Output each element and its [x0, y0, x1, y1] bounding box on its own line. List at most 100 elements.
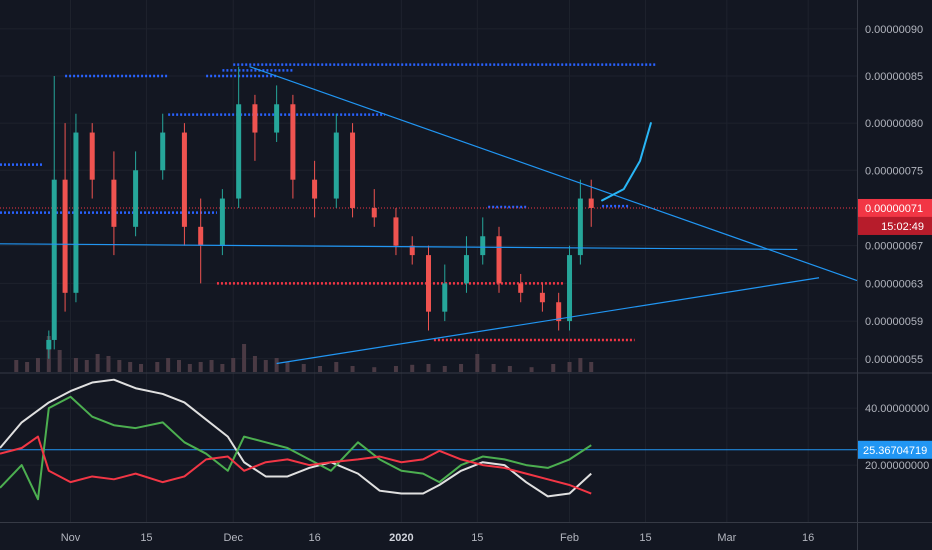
indicator-value-tag [858, 440, 932, 459]
last-price-label: 0.00000071 [865, 203, 923, 215]
price-tick-label: 0.00000059 [865, 316, 923, 328]
volume-bar [139, 364, 144, 372]
indicator-line [0, 435, 592, 495]
price-tick-label: 0.00000063 [865, 278, 923, 290]
candle-body [442, 283, 448, 312]
indicator-tick-label: 40.00000000 [865, 403, 929, 415]
candle-body [89, 132, 95, 180]
candle-body [46, 339, 52, 350]
candle-body [577, 198, 583, 256]
volume-bar [274, 358, 279, 372]
volume-bar [372, 367, 377, 372]
candlesticks [46, 66, 594, 359]
time-tick-label: 15 [639, 532, 651, 544]
volume-bar [57, 350, 62, 372]
volume-bar [350, 366, 355, 372]
volume-bar [334, 362, 339, 372]
volume-bar [285, 362, 290, 372]
time-tick-label: 15 [471, 532, 483, 544]
volume-bar [410, 364, 415, 372]
candle-body [567, 255, 573, 322]
volume-bar [106, 356, 111, 372]
candle-body [73, 132, 79, 293]
volume-bar [301, 364, 306, 372]
volume-bar [442, 366, 447, 372]
axes: 0.00000090 0.00000085 0.00000080 0.00000075… [61, 24, 932, 544]
candle-body [371, 207, 377, 218]
price-tick-label: 0.00000080 [865, 118, 923, 130]
volume-bar [220, 364, 225, 372]
time-tick-label: 16 [308, 532, 320, 544]
indicator-value-label: 25.36704719 [863, 445, 927, 457]
volume-bar [187, 364, 192, 372]
volume-bar [84, 360, 89, 372]
candle-body [426, 255, 431, 312]
candle-body [160, 132, 166, 171]
candle-body [198, 226, 204, 246]
volume-bar [475, 354, 480, 372]
volume-bar [529, 367, 534, 372]
volume-bar [252, 356, 257, 372]
volume-bar [507, 366, 512, 372]
volume-bar [176, 360, 181, 372]
candle-body [219, 198, 225, 246]
time-tick-label: Feb [560, 532, 579, 544]
hand-drawn-arrow [601, 122, 652, 202]
volume-bar [166, 358, 171, 372]
price-tick-label: 0.00000067 [865, 241, 923, 253]
time-tick-label: Dec [223, 532, 243, 544]
indicator-line [0, 395, 592, 501]
trendline [276, 277, 820, 365]
volume-bar [393, 366, 398, 372]
price-tick-label: 0.00000055 [865, 354, 923, 366]
indicator-tick-label: 20.00000000 [865, 460, 929, 472]
candle-body [252, 104, 258, 133]
countdown-tag [858, 216, 932, 235]
time-tick-label: 2020 [389, 532, 413, 544]
volume-bar [589, 362, 594, 372]
volume-bar [426, 364, 431, 372]
volume-bar [567, 362, 572, 372]
last-price-tag [858, 198, 932, 217]
volume-bar [318, 366, 323, 372]
indicator-panel [0, 378, 857, 501]
volume-bar [209, 360, 214, 372]
price-tick-label: 0.00000085 [865, 71, 923, 83]
candle-body [111, 179, 117, 227]
candle-body [539, 292, 545, 303]
volume-bar [551, 364, 556, 372]
time-tick-label: 15 [140, 532, 152, 544]
time-tick-label: 16 [802, 532, 814, 544]
candle-body [333, 132, 339, 199]
countdown-label: 15:02:49 [881, 221, 924, 233]
price-tick-label: 0.00000075 [865, 165, 923, 177]
indicator-line [0, 378, 592, 498]
volume-bar [14, 360, 19, 372]
candle-body [181, 132, 187, 227]
candle-body [409, 245, 415, 256]
volume-bar [73, 358, 78, 372]
candle-body [62, 179, 68, 293]
candle-body [480, 236, 486, 256]
trendline [249, 65, 858, 282]
volume-bars [14, 336, 594, 372]
volume-bar [578, 358, 583, 372]
candle-body [290, 104, 296, 180]
price-tick-label: 0.00000090 [865, 24, 923, 36]
candle-body [274, 104, 280, 133]
candle-body [51, 179, 57, 340]
candle-body [350, 132, 356, 208]
volume-bar [263, 360, 268, 372]
candle-body [236, 104, 242, 199]
volume-bar [128, 362, 133, 372]
volume-bar [198, 362, 203, 372]
volume-bar [155, 362, 160, 372]
time-tick-label: Mar [717, 532, 736, 544]
volume-bar [25, 362, 30, 372]
volume-bar [459, 364, 464, 372]
candle-body [496, 236, 502, 284]
time-tick-label: Nov [61, 532, 81, 544]
candle-body [518, 283, 524, 293]
